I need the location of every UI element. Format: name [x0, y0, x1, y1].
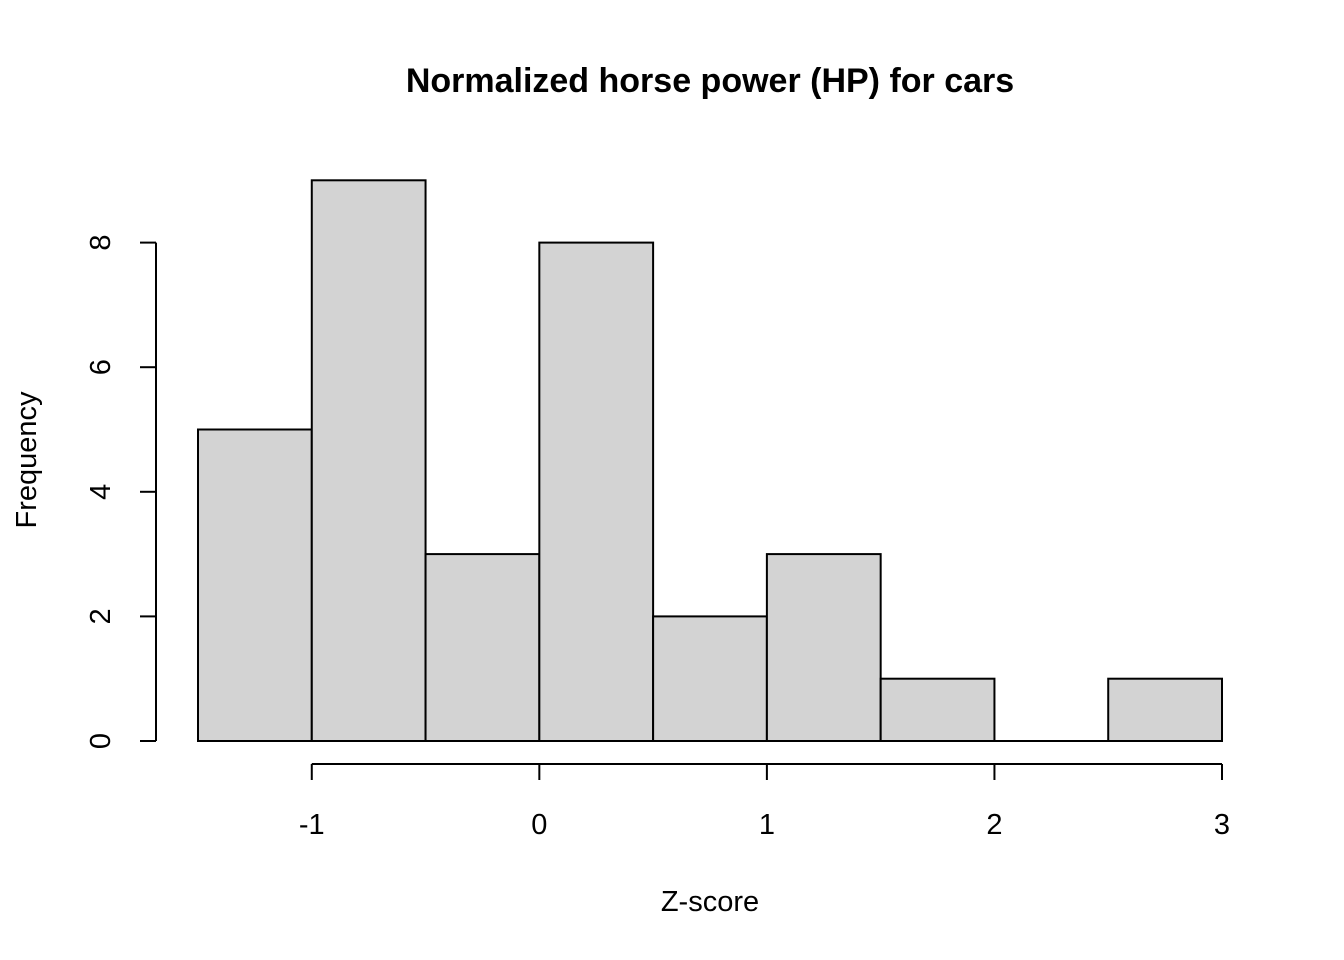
- y-tick-label: 0: [85, 733, 117, 749]
- x-tick-label: 1: [759, 809, 775, 841]
- histogram-bar: [1107, 677, 1223, 743]
- chart-title: Normalized horse power (HP) for cars: [406, 62, 1014, 100]
- histogram-bar: [538, 241, 655, 742]
- x-tick-label: 3: [1214, 809, 1230, 841]
- x-tick-label: 0: [531, 809, 547, 841]
- y-tick-label: 6: [85, 359, 117, 375]
- x-tick-label: -1: [299, 809, 325, 841]
- histogram-bar: [424, 553, 541, 742]
- y-axis: 0 2 4 6 8: [85, 235, 157, 749]
- histogram-bar: [652, 615, 768, 743]
- histogram-bar: [765, 553, 882, 742]
- x-tick-label: 2: [986, 809, 1002, 841]
- x-axis: -1 0 1 2 3: [299, 763, 1230, 841]
- histogram-bar: [310, 179, 427, 743]
- x-axis-label: Z-score: [661, 886, 759, 918]
- histogram-bar: [197, 428, 313, 742]
- y-tick-label: 8: [85, 235, 117, 251]
- y-tick-label: 4: [85, 484, 117, 500]
- y-axis-label: Frequency: [11, 391, 43, 529]
- y-tick-label: 2: [85, 608, 117, 624]
- histogram-bar: [879, 677, 996, 743]
- bars-group: [197, 179, 1223, 743]
